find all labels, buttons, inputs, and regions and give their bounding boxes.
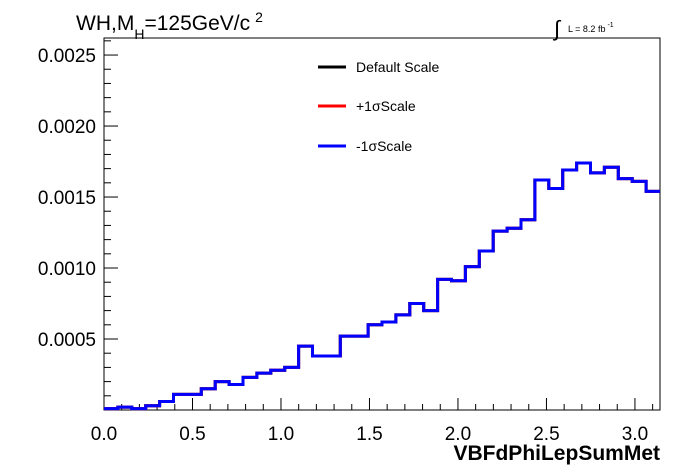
title-superscript: 2 bbox=[255, 9, 263, 25]
series-line bbox=[104, 161, 660, 411]
y-tick-label: 0.0025 bbox=[38, 46, 96, 67]
lumi-superscript: -1 bbox=[607, 22, 613, 29]
series-line bbox=[104, 161, 660, 411]
y-tick-label: 0.0005 bbox=[38, 330, 96, 351]
integral-sign: ∫ bbox=[552, 16, 562, 41]
series-layer bbox=[104, 161, 660, 411]
y-tick-label: 0.0020 bbox=[38, 117, 96, 138]
legend-label: -1σScale bbox=[356, 138, 412, 154]
plot-frame-layer bbox=[103, 37, 661, 411]
lumi-text: L = 8.2 fb -1 bbox=[568, 22, 614, 34]
x-tick-label: 0.0 bbox=[91, 424, 117, 445]
title-prefix: WH,M bbox=[76, 12, 134, 35]
x-tick-label: 2.5 bbox=[533, 424, 559, 445]
x-axis-label: VBFdPhiLepSumMet bbox=[453, 442, 660, 465]
y-tick-label: 0.0010 bbox=[38, 259, 96, 280]
lumi-value: L = 8.2 fb bbox=[568, 24, 605, 34]
axis-ticks-layer: 0.0 0.5 1.0 1.5 2.0 2.5 3.0 0.0005 0.0010 0.0015 0… bbox=[38, 40, 654, 445]
title-value: =125GeV/c bbox=[144, 12, 250, 35]
legend-label: +1σScale bbox=[356, 98, 416, 114]
plot-frame bbox=[103, 37, 661, 411]
x-tick-label: 2.0 bbox=[445, 424, 471, 445]
x-tick-label: 1.5 bbox=[356, 424, 382, 445]
lumi-label: ∫ L = 8.2 fb -1 bbox=[552, 16, 614, 41]
series-line bbox=[104, 161, 660, 411]
title-subscript: H bbox=[134, 26, 144, 42]
chart-title: WH,MH=125GeV/c 2 bbox=[76, 9, 263, 42]
x-tick-label: 3.0 bbox=[622, 424, 648, 445]
x-tick-label: 1.0 bbox=[268, 424, 294, 445]
y-tick-label: 0.0015 bbox=[38, 188, 96, 209]
legend-label: Default Scale bbox=[356, 59, 439, 75]
legend: Default Scale +1σScale -1σScale bbox=[318, 59, 439, 154]
x-tick-label: 0.5 bbox=[179, 424, 205, 445]
